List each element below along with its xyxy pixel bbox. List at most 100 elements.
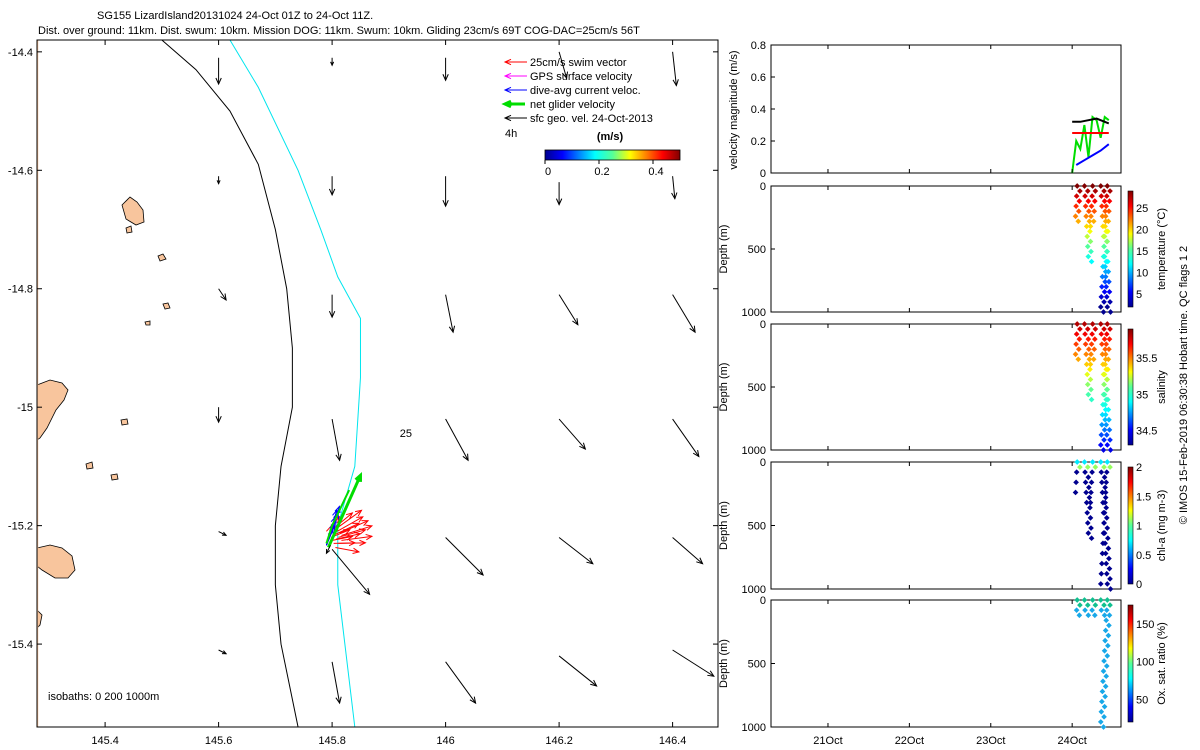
profile-point <box>1097 183 1104 189</box>
velocity-series-line <box>1072 117 1110 125</box>
sfc-velocity-arrow-shaft <box>218 649 227 655</box>
profile-point <box>1084 520 1091 526</box>
colorbar-label: Ox. sat. ratio (%) <box>1156 622 1168 705</box>
depth-y-tick-label: 500 <box>748 659 766 671</box>
profile-point <box>1084 381 1091 388</box>
profile-point <box>1103 294 1110 300</box>
profile-point <box>1107 299 1113 305</box>
profile-point <box>1097 719 1104 725</box>
legend-label: dive-avg current veloc. <box>530 85 641 97</box>
profile-point <box>1100 253 1107 260</box>
profile-point <box>1104 581 1111 587</box>
profile-point <box>1104 183 1111 189</box>
gps-surface-arrow <box>325 545 331 555</box>
profile-point <box>1074 597 1081 603</box>
legend-label: net glider velocity <box>530 99 615 111</box>
velocity-y-tick-label: 0.8 <box>751 40 766 52</box>
profile-point <box>1092 464 1099 470</box>
profile-point <box>1104 238 1111 245</box>
profile-point <box>1103 479 1110 486</box>
map-y-tick-label: -14.4 <box>8 47 33 59</box>
legend-arrow-head <box>503 114 512 122</box>
land-patch <box>85 461 94 470</box>
profile-point <box>1106 427 1113 433</box>
profile-point <box>1103 570 1110 577</box>
sfc-velocity-arrow-shaft <box>558 655 597 687</box>
profile-point <box>1103 258 1110 265</box>
profile-point <box>1098 193 1105 199</box>
colorbar-tick-label: 0 <box>545 166 551 178</box>
sfc-velocity-arrow-head <box>579 442 587 450</box>
profile-point <box>1100 391 1107 398</box>
profile-point <box>1085 198 1092 204</box>
sfc-velocity-arrow-shaft <box>672 51 677 86</box>
sfc-velocity-arrow-head <box>590 679 598 687</box>
profile-point <box>1084 326 1091 332</box>
sfc-velocity-arrow-head <box>476 568 484 576</box>
depth-y-tick-label: 500 <box>748 382 766 394</box>
profile-point <box>1101 658 1107 664</box>
profile-point <box>1083 213 1089 220</box>
sfc-velocity-arrow <box>445 661 477 705</box>
profile-point <box>1087 228 1093 235</box>
sfc-velocity-arrow-shaft <box>558 51 568 79</box>
sfc-velocity-arrow-head <box>448 325 456 334</box>
glider-track <box>325 489 351 544</box>
profile-point <box>1104 304 1111 310</box>
profile-point <box>1098 607 1105 613</box>
swim-vector-arrow <box>336 516 364 532</box>
profile-point <box>1083 499 1090 506</box>
profile-point <box>1100 263 1106 270</box>
swim-vector-arrow <box>335 531 362 540</box>
sfc-velocity-arrow <box>558 655 598 687</box>
profile-point <box>1088 386 1094 393</box>
swim-vector-arrow-shaft <box>339 520 369 534</box>
colorbar-tick-label: 25 <box>1136 203 1148 215</box>
profile-point <box>1100 668 1107 674</box>
profile-point <box>1102 489 1109 496</box>
depth-colorbar <box>1127 328 1134 446</box>
map-background <box>37 40 718 727</box>
profile-point <box>1075 356 1082 363</box>
colorbar-tick-label: 0.2 <box>594 166 609 178</box>
profile-point <box>1089 459 1096 465</box>
sfc-velocity-arrow-head <box>215 77 222 86</box>
land-patch <box>36 544 76 579</box>
profile-point <box>1102 361 1108 368</box>
sfc-velocity-arrow-head <box>696 557 704 565</box>
profile-point <box>1082 469 1088 475</box>
profile-point <box>1104 321 1111 327</box>
profile-point <box>1101 336 1108 342</box>
profile-point <box>1073 193 1080 199</box>
profile-point <box>1073 341 1079 347</box>
depth-panel-frame <box>770 185 1122 313</box>
profile-point <box>1089 183 1096 189</box>
profile-point <box>1086 484 1092 491</box>
sfc-velocity-arrow <box>445 418 469 462</box>
map-x-tick-label: 145.8 <box>318 735 346 747</box>
swim-vector-arrow-shaft <box>341 525 373 537</box>
sfc-velocity-arrow-shaft <box>558 294 579 325</box>
profile-point <box>1101 289 1108 295</box>
profile-point <box>1099 698 1105 705</box>
profile-point <box>1086 494 1093 501</box>
profile-point <box>1105 218 1112 225</box>
profile-point <box>1099 421 1105 428</box>
profile-point <box>1086 208 1092 215</box>
depth-y-tick-label: 0 <box>760 181 766 193</box>
profile-point <box>1098 570 1105 577</box>
depth-y-tick-label: 500 <box>748 521 766 533</box>
velocity-y-tick-label: 0.2 <box>751 136 766 148</box>
sfc-velocity-arrow <box>445 537 484 576</box>
sfc-velocity-arrow <box>328 294 336 319</box>
profile-point <box>1101 326 1107 332</box>
profile-point <box>1103 504 1110 511</box>
profile-point <box>1102 550 1109 557</box>
sfc-velocity-arrow <box>330 57 335 67</box>
swim-vector-arrow-head <box>352 522 361 529</box>
profile-point <box>1103 341 1110 347</box>
depth-y-axis-label: Depth (m) <box>718 225 730 274</box>
profile-point <box>1082 193 1088 199</box>
profile-point <box>1102 208 1108 215</box>
profile-point <box>1088 525 1094 531</box>
